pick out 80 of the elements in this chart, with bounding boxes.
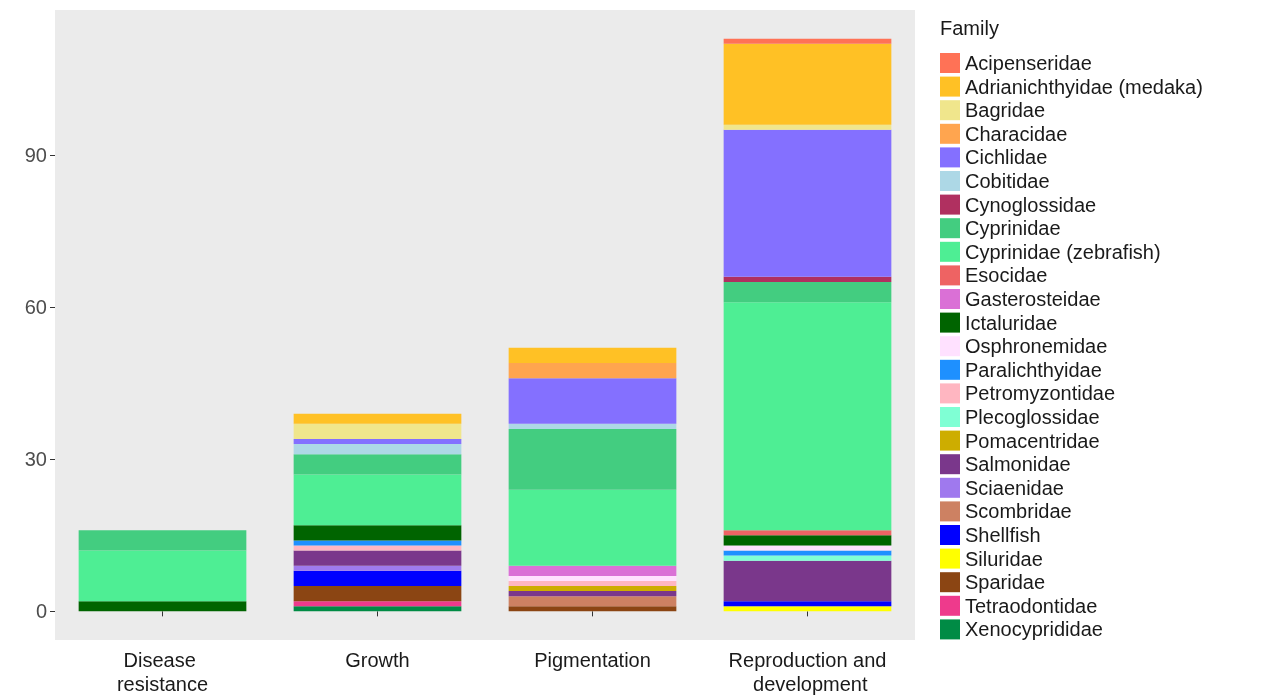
bar	[293, 444, 462, 455]
legend-label: Pomacentridae	[965, 429, 1100, 452]
bar	[508, 586, 677, 592]
legend-label: Cobitidae	[965, 170, 1050, 192]
legend-label: Tetraodontidae	[965, 594, 1098, 617]
legend-label: Cyprinidae (zebrafish)	[965, 240, 1161, 263]
bar	[293, 454, 462, 475]
legend-label: Cynoglossidae	[965, 193, 1097, 216]
legend-label: Cyprinidae	[965, 217, 1061, 240]
legend-label: Cichlidae	[965, 146, 1048, 169]
bar	[508, 596, 677, 607]
legend-label: Shellfish	[965, 524, 1041, 546]
bar	[508, 378, 677, 424]
bar	[723, 302, 892, 531]
bar	[508, 575, 677, 581]
y-tick-label: 60	[24, 296, 47, 319]
bar	[508, 591, 677, 597]
legend-label: Gasterosteidae	[965, 288, 1101, 310]
bar	[293, 474, 462, 526]
legend-label: Salmonidae	[965, 453, 1071, 476]
legend-label: Esocidae	[965, 264, 1048, 287]
legend-label: Plecoglossidae	[965, 406, 1100, 428]
y-tick-label: 0	[35, 600, 47, 623]
bar	[723, 129, 892, 277]
legend-title: Family	[940, 17, 999, 39]
y-tick-label: 30	[24, 448, 47, 471]
bar	[293, 540, 462, 546]
bar	[293, 423, 462, 440]
bar	[508, 565, 677, 576]
legend-label: Characidae	[965, 122, 1068, 145]
bar	[293, 525, 462, 541]
legend-label: Bagridae	[965, 99, 1046, 122]
bar	[508, 423, 677, 429]
legend-label: Ictaluridae	[965, 311, 1058, 334]
bar	[78, 550, 247, 602]
legend-label: Osphronemidae	[965, 335, 1108, 358]
bar	[508, 363, 677, 379]
x-tick-label: Disease resistance	[116, 649, 209, 695]
bar	[508, 489, 677, 566]
legend-label: Siluridae	[965, 547, 1043, 570]
bar	[723, 124, 892, 130]
bar	[293, 606, 462, 612]
legend-label: Scombridae	[965, 500, 1072, 523]
bar	[508, 428, 677, 490]
bar	[293, 545, 462, 551]
legend-label: Sparidae	[965, 571, 1046, 594]
legend-label: Sciaenidae	[965, 476, 1064, 499]
bar	[723, 560, 892, 602]
bar	[293, 601, 462, 607]
legend-label: Acipenseridae	[965, 52, 1092, 74]
bar	[723, 545, 892, 551]
bar	[78, 530, 247, 551]
bar	[723, 38, 892, 44]
bar	[293, 570, 462, 587]
bar	[723, 550, 892, 556]
bar	[723, 555, 892, 561]
bar	[508, 606, 677, 612]
bar	[293, 550, 462, 566]
bar	[293, 413, 462, 424]
legend-label: Petromyzontidae	[965, 382, 1116, 405]
bar	[723, 601, 892, 607]
bar	[508, 347, 677, 364]
bar	[293, 565, 462, 571]
bar	[508, 580, 677, 587]
bar	[293, 586, 462, 602]
legend-label: Xenocyprididae	[965, 618, 1103, 641]
bar	[723, 535, 892, 546]
bar	[78, 601, 247, 612]
legend-label: Paralichthyidae	[965, 358, 1102, 381]
bar	[723, 530, 892, 536]
y-tick-label: 90	[24, 144, 47, 167]
x-tick-label: Reproduction and development	[728, 649, 887, 695]
bar	[723, 281, 892, 303]
x-tick-label: Growth	[345, 649, 410, 671]
bar	[293, 439, 462, 445]
bar	[723, 606, 892, 612]
x-tick-label: Pigmentation	[534, 649, 651, 671]
bar	[723, 43, 892, 125]
bar	[723, 276, 892, 282]
legend-label: Adrianichthyidae (medaka)	[965, 75, 1203, 98]
